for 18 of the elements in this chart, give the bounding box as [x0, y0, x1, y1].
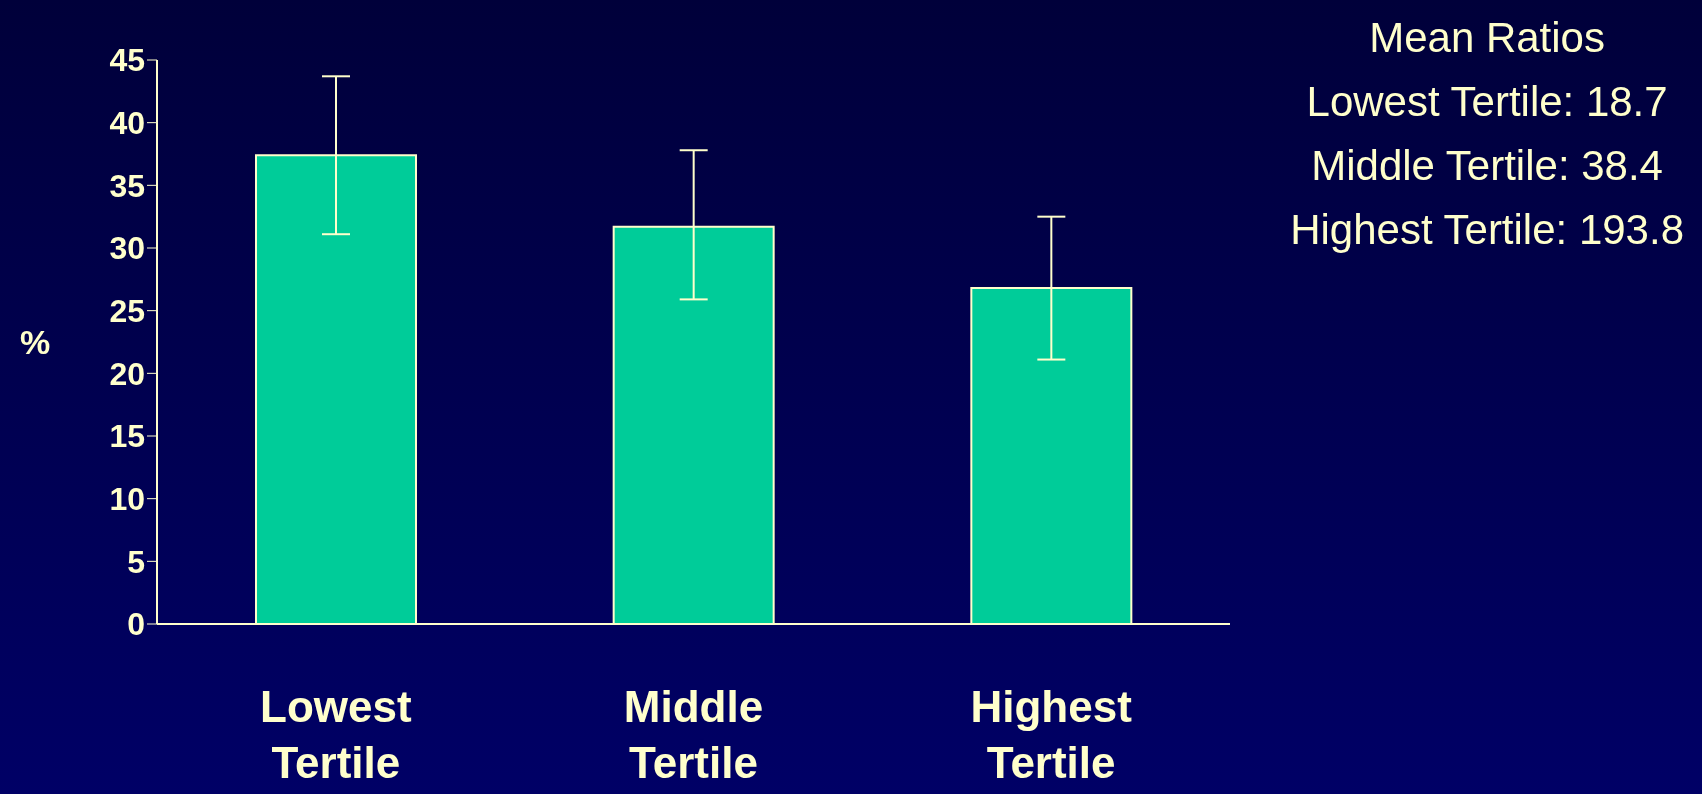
text: Mean Ratios — [1368, 13, 1606, 63]
text: Lowest Tertile: 18.7 — [1305, 77, 1669, 127]
x-tick-label: Highest Tertile — [970, 682, 1133, 787]
y-tick-label: 5 — [127, 543, 145, 580]
x-tick-label: Middle Tertile — [623, 682, 764, 787]
y-tick-label: 35 — [109, 167, 145, 204]
y-tick-label: 0 — [127, 606, 145, 643]
y-tick-label: 25 — [109, 293, 145, 330]
y-tick-label: 40 — [109, 105, 145, 142]
y-tick-label: 30 — [109, 230, 145, 267]
x-tick-label: Lowest Tertile — [260, 682, 412, 787]
text: Highest Tertile: 193.8 — [1290, 205, 1684, 255]
text: Middle Tertile: 38.4 — [1310, 141, 1664, 191]
y-tick-label: 45 — [109, 42, 145, 79]
y-tick-label: 20 — [109, 355, 145, 392]
y-tick-label: 10 — [109, 481, 145, 518]
y-tick-label: 15 — [109, 418, 145, 455]
y-axis-title: % — [20, 323, 51, 362]
